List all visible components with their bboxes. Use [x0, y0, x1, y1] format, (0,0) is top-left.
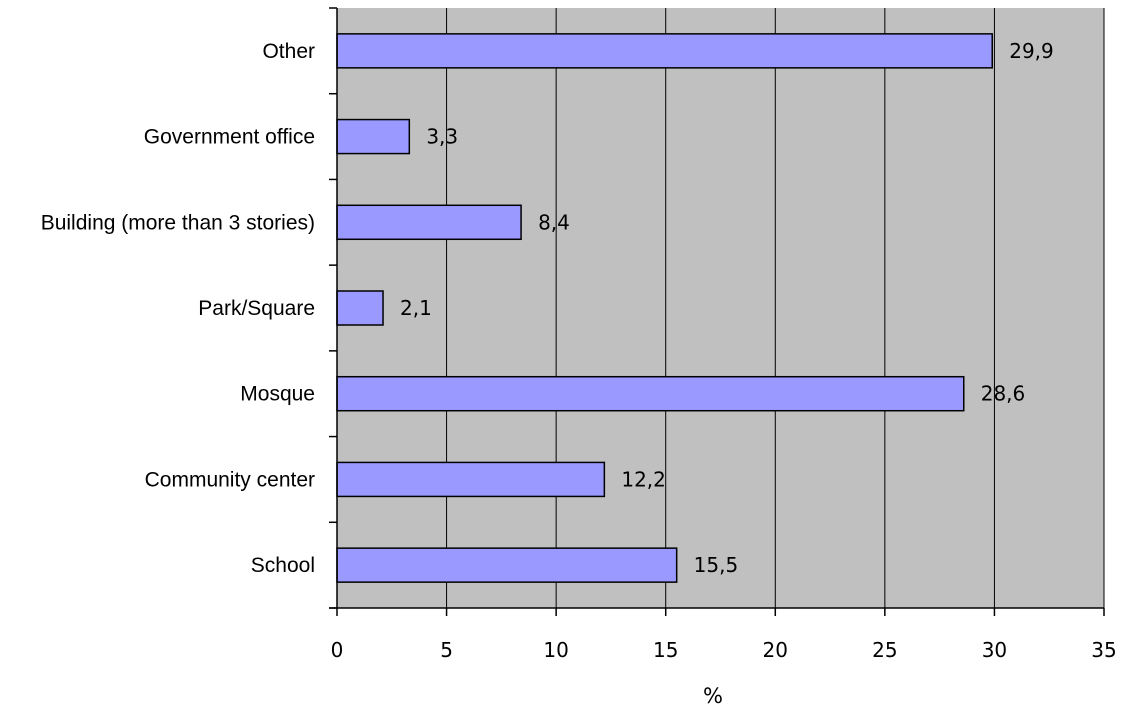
category-label: Park/Square — [198, 297, 315, 320]
value-label: 8,4 — [538, 210, 570, 234]
category-label: Community center — [145, 468, 315, 491]
x-tick-label: 30 — [982, 638, 1007, 662]
y-axis-ticks — [329, 7, 337, 609]
x-axis-title: % — [703, 684, 723, 708]
category-label: Building (more than 3 stories) — [41, 211, 315, 234]
x-tick-label: 20 — [763, 638, 788, 662]
bar — [336, 375, 965, 412]
category-label: Mosque — [240, 383, 315, 406]
value-labels: 29,9 3,3 8,4 2,1 28,6 12,2 15,5 — [400, 39, 1054, 577]
grid-lines — [446, 8, 1105, 608]
value-label: 12,2 — [621, 467, 666, 491]
bars — [336, 33, 993, 583]
x-tick-label: 0 — [331, 638, 344, 662]
value-label: 15,5 — [694, 553, 739, 577]
x-tick-label: 5 — [440, 638, 453, 662]
plot-area — [337, 8, 1104, 608]
value-label: 3,3 — [426, 125, 458, 149]
value-label: 29,9 — [1009, 39, 1054, 63]
bar — [336, 118, 411, 155]
x-tick-label: 25 — [872, 638, 897, 662]
bar — [336, 461, 606, 498]
axes — [329, 8, 1104, 609]
x-tick-labels: 0 5 10 15 20 25 30 35 — [331, 638, 1117, 662]
x-axis-ticks — [336, 608, 1105, 616]
category-label: Government office — [144, 126, 315, 149]
value-label: 2,1 — [400, 296, 432, 320]
x-tick-label: 35 — [1091, 638, 1116, 662]
bar — [336, 204, 522, 241]
bar — [336, 290, 384, 326]
x-tick-label: 10 — [543, 638, 568, 662]
value-label: 28,6 — [981, 382, 1026, 406]
x-tick-label: 15 — [653, 638, 678, 662]
category-label: Other — [262, 40, 315, 63]
bar — [336, 33, 993, 69]
category-labels: Other Government office Building (more tha… — [41, 40, 315, 577]
bar — [336, 547, 678, 583]
category-label: School — [251, 554, 315, 577]
